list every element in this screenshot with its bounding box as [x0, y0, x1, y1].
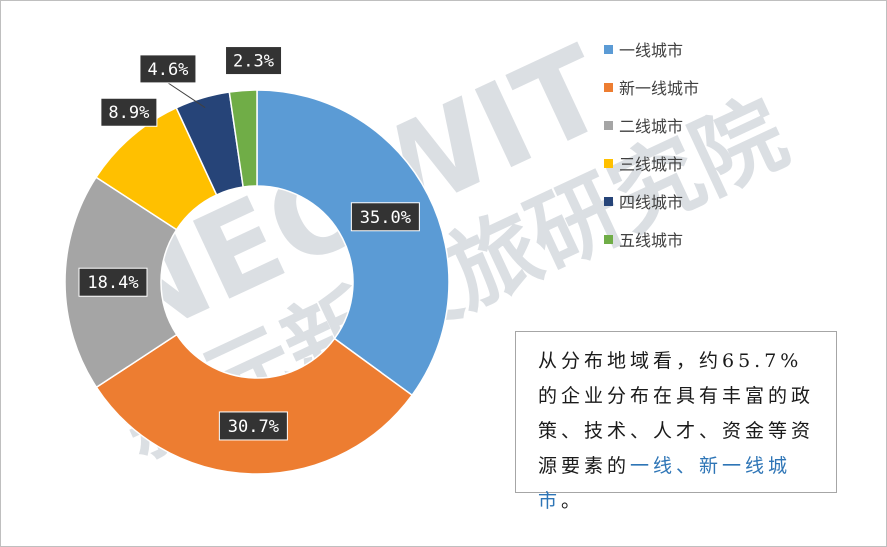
data-label-text: 4.6% — [147, 60, 188, 80]
annotation-box: 从分布地域看，约65.7%的企业分布在具有丰富的政策、技术、人才、资金等资源要素… — [515, 331, 837, 512]
data-label-bg — [218, 411, 288, 441]
data-label-bg — [100, 97, 158, 127]
legend-swatch — [604, 158, 613, 168]
legend-swatch — [604, 234, 613, 244]
data-label-tier5: 2.3% — [225, 46, 283, 76]
legend: 一线城市新一线城市二线城市三线城市四线城市五线城市 — [604, 30, 699, 258]
legend-label: 一线城市 — [619, 41, 684, 60]
slice-tier1 — [256, 89, 450, 397]
data-label-text: 35.0% — [360, 208, 411, 228]
legend-label: 新一线城市 — [619, 79, 700, 98]
data-label-tier2: 18.4% — [78, 267, 148, 297]
legend-swatch — [604, 82, 613, 92]
data-label-text: 18.4% — [87, 273, 138, 293]
legend-item-tier4: 四线城市 — [604, 182, 699, 220]
legend-swatch — [604, 120, 613, 130]
legend-item-tier3: 三线城市 — [604, 144, 699, 182]
slice-new-tier1 — [95, 333, 414, 475]
data-label-tier1: 35.0% — [350, 202, 420, 232]
data-label-text: 8.9% — [108, 103, 149, 123]
legend-item-tier5: 五线城市 — [604, 220, 699, 258]
leader-line-tier4 — [167, 82, 206, 108]
legend-item-tier1: 一线城市 — [604, 30, 699, 68]
data-label-bg — [350, 202, 420, 232]
data-label-tier3: 8.9% — [100, 97, 158, 127]
legend-item-new-tier1: 新一线城市 — [604, 68, 699, 106]
slice-tier5 — [228, 89, 258, 188]
data-label-bg — [139, 54, 197, 84]
legend-label: 二线城市 — [619, 117, 684, 136]
data-label-bg — [225, 46, 283, 76]
data-label-bg — [78, 267, 148, 297]
data-label-text: 2.3% — [233, 52, 274, 72]
data-label-new-tier1: 30.7% — [218, 411, 288, 441]
legend-item-tier2: 二线城市 — [604, 106, 699, 144]
donut-slices — [64, 89, 450, 475]
legend-label: 四线城市 — [619, 193, 684, 212]
annotation-text-main: 从分布地域看，约65.7%的企业分布在具有丰富的政策、技术、人才、资金等资源要素… — [538, 350, 815, 477]
legend-label: 五线城市 — [619, 231, 684, 250]
legend-swatch — [604, 196, 613, 206]
data-label-text: 30.7% — [228, 417, 279, 437]
annotation-text-end: 。 — [561, 490, 585, 512]
annotation-highlight: 一线、新一线城市 — [538, 455, 792, 512]
legend-swatch — [604, 44, 613, 54]
legend-label: 三线城市 — [619, 155, 684, 174]
data-labels: 35.0% 30.7% 18.4% 8.9% 4.6% 2.3% — [78, 46, 420, 441]
annotation-text: 从分布地域看，约65.7%的企业分布在具有丰富的政策、技术、人才、资金等资源要素… — [538, 344, 822, 519]
data-label-tier4: 4.6% — [139, 54, 197, 84]
